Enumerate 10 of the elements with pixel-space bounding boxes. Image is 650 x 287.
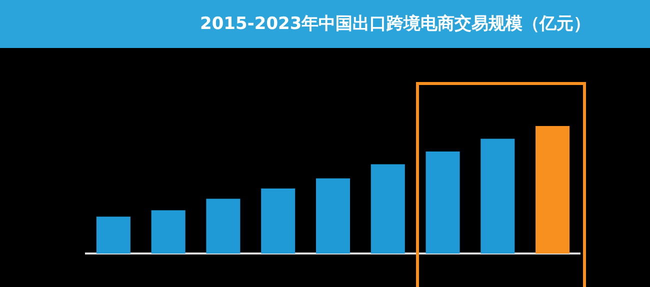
- bar: [261, 188, 296, 254]
- chart-title: 2015-2023年中国出口跨境电商交易规模（亿元）: [200, 13, 591, 35]
- bar: [536, 126, 570, 254]
- bar: [370, 164, 405, 254]
- bar: [316, 178, 350, 254]
- bar: [151, 210, 186, 254]
- bar: [206, 198, 240, 254]
- bar: [480, 138, 515, 254]
- bar: [426, 152, 460, 254]
- bar: [96, 216, 130, 254]
